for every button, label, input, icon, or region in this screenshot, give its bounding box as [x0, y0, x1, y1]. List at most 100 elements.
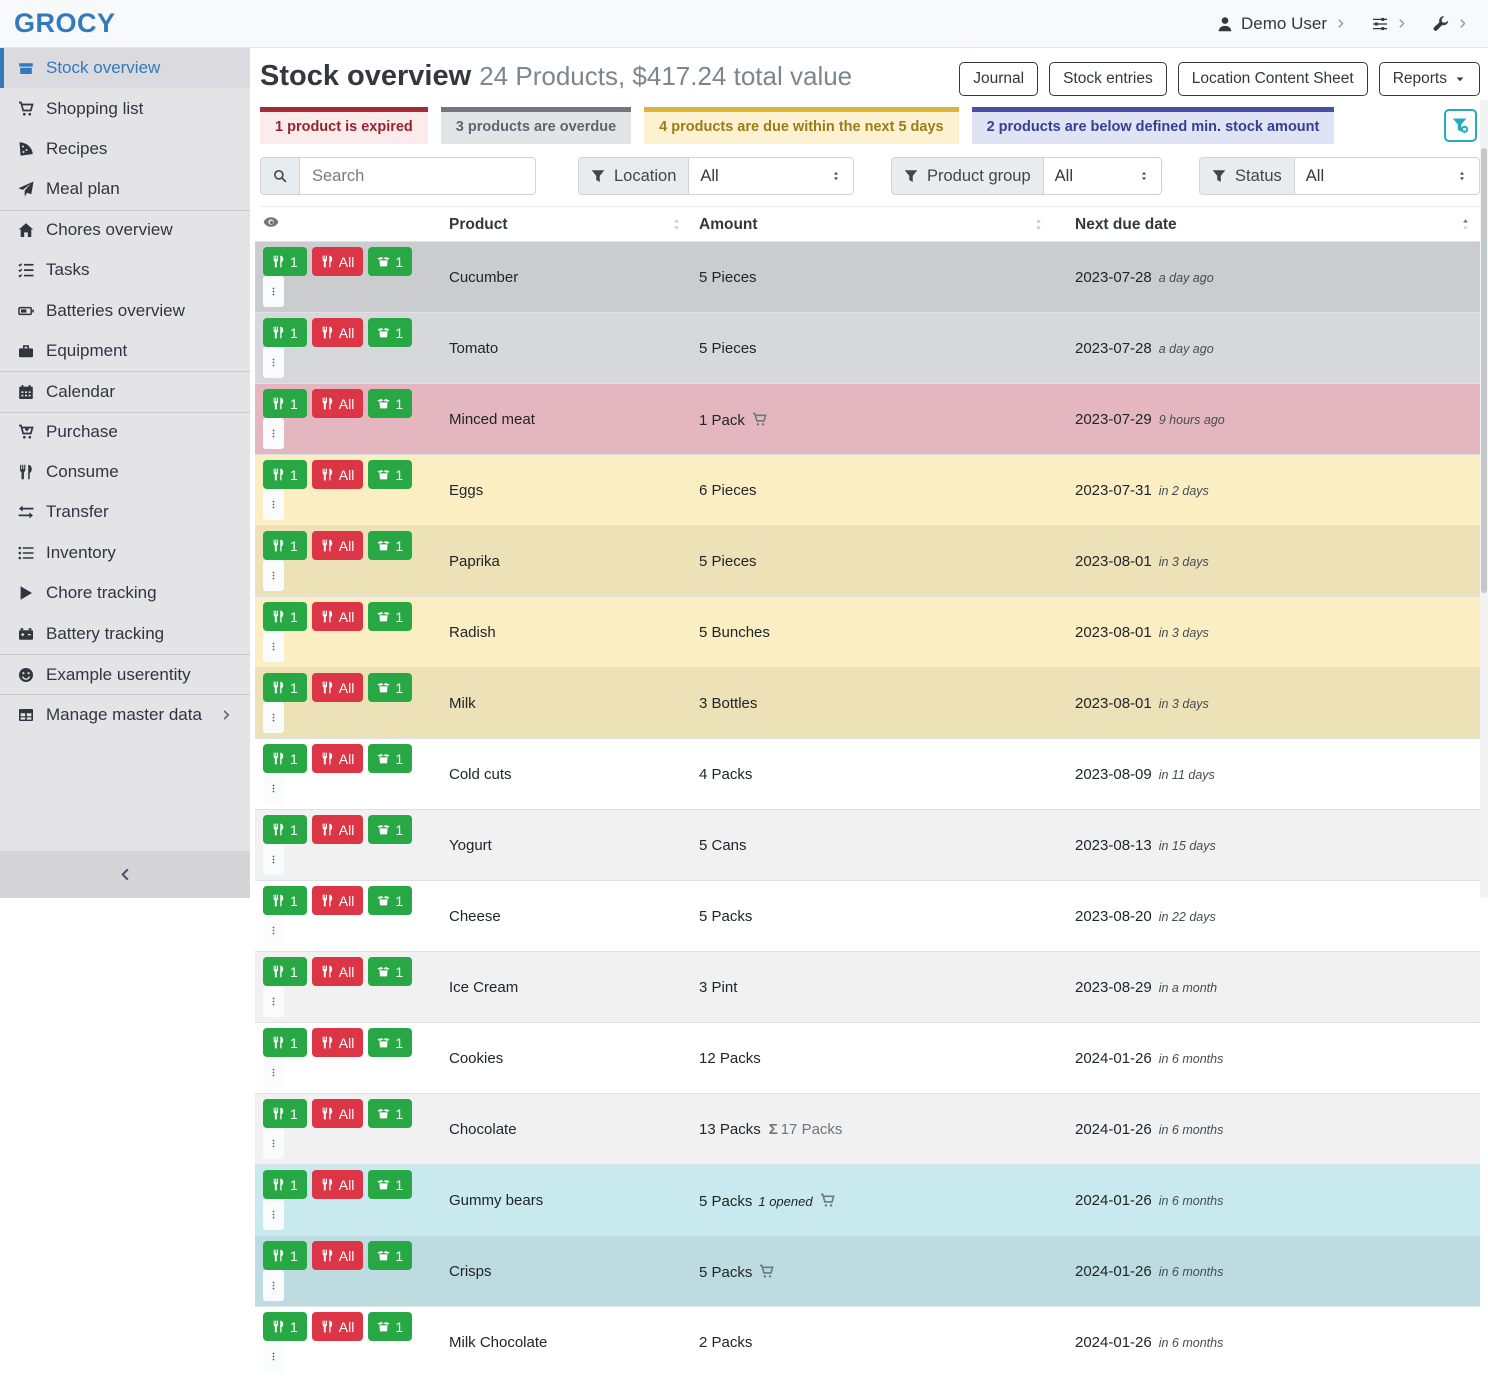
open-one-button[interactable]: 1 [368, 531, 412, 560]
sidebar-item-equipment[interactable]: Equipment [0, 331, 250, 371]
row-menu-button[interactable] [263, 631, 284, 662]
row-menu-button[interactable] [263, 418, 284, 449]
sidebar-item-calendar[interactable]: Calendar [0, 371, 250, 411]
sidebar-item-chore-tracking[interactable]: Chore tracking [0, 573, 250, 613]
open-one-button[interactable]: 1 [368, 460, 412, 489]
open-one-button[interactable]: 1 [368, 957, 412, 986]
banner-belowmin[interactable]: 2 products are below defined min. stock … [972, 107, 1335, 144]
sidebar-item-meal-plan[interactable]: Meal plan [0, 169, 250, 209]
consume-all-button[interactable]: All [312, 1312, 364, 1341]
sidebar-item-chores-overview[interactable]: Chores overview [0, 210, 250, 250]
consume-one-button[interactable]: 1 [263, 460, 307, 489]
sidebar-item-tasks[interactable]: Tasks [0, 250, 250, 290]
row-menu-button[interactable] [263, 347, 284, 378]
consume-one-button[interactable]: 1 [263, 744, 307, 773]
vertical-scrollbar[interactable] [1480, 100, 1488, 898]
settings-menu[interactable] [1372, 16, 1407, 32]
open-one-button[interactable]: 1 [368, 1241, 412, 1270]
sidebar-collapse-button[interactable] [0, 851, 250, 898]
consume-all-button[interactable]: All [312, 247, 364, 276]
banner-expired[interactable]: 1 product is expired [260, 107, 428, 144]
consume-one-button[interactable]: 1 [263, 247, 307, 276]
open-one-button[interactable]: 1 [368, 886, 412, 915]
open-one-button[interactable]: 1 [368, 744, 412, 773]
row-menu-button[interactable] [263, 773, 284, 804]
column-amount[interactable]: Amount [691, 207, 1053, 242]
row-menu-button[interactable] [263, 276, 284, 307]
consume-one-button[interactable]: 1 [263, 389, 307, 418]
sidebar-item-purchase[interactable]: Purchase [0, 412, 250, 452]
consume-all-button[interactable]: All [312, 602, 364, 631]
column-product[interactable]: Product [441, 207, 691, 242]
consume-all-button[interactable]: All [312, 318, 364, 347]
sidebar-item-consume[interactable]: Consume [0, 452, 250, 492]
consume-one-button[interactable]: 1 [263, 318, 307, 347]
sidebar-item-manage-master-data[interactable]: Manage master data [0, 694, 250, 734]
location-filter-select[interactable]: All [688, 157, 854, 195]
search-input[interactable] [299, 157, 536, 195]
column-visibility-header[interactable] [255, 207, 441, 242]
row-menu-button[interactable] [263, 1057, 284, 1088]
consume-one-button[interactable]: 1 [263, 886, 307, 915]
open-one-button[interactable]: 1 [368, 673, 412, 702]
consume-all-button[interactable]: All [312, 673, 364, 702]
open-one-button[interactable]: 1 [368, 1099, 412, 1128]
consume-one-button[interactable]: 1 [263, 815, 307, 844]
scrollbar-thumb[interactable] [1481, 148, 1487, 593]
open-one-button[interactable]: 1 [368, 815, 412, 844]
consume-one-button[interactable]: 1 [263, 1099, 307, 1128]
row-menu-button[interactable] [263, 1270, 284, 1301]
consume-one-button[interactable]: 1 [263, 1312, 307, 1341]
consume-all-button[interactable]: All [312, 1028, 364, 1057]
consume-one-button[interactable]: 1 [263, 1170, 307, 1199]
status-filter-select[interactable]: All [1294, 157, 1480, 195]
open-one-button[interactable]: 1 [368, 1312, 412, 1341]
consume-all-button[interactable]: All [312, 1170, 364, 1199]
sidebar-item-recipes[interactable]: Recipes [0, 129, 250, 169]
sidebar-item-transfer[interactable]: Transfer [0, 492, 250, 532]
consume-all-button[interactable]: All [312, 1099, 364, 1128]
row-menu-button[interactable] [263, 1199, 284, 1230]
open-one-button[interactable]: 1 [368, 1028, 412, 1057]
product-group-filter-select[interactable]: All [1043, 157, 1162, 195]
row-menu-button[interactable] [263, 489, 284, 520]
row-menu-button[interactable] [263, 1128, 284, 1159]
banner-duesoon[interactable]: 4 products are due within the next 5 day… [644, 107, 958, 144]
clear-filters-button[interactable] [1444, 109, 1477, 142]
admin-menu[interactable] [1433, 16, 1468, 32]
consume-one-button[interactable]: 1 [263, 673, 307, 702]
reports-dropdown-button[interactable]: Reports [1379, 62, 1480, 96]
sidebar-item-shopping-list[interactable]: Shopping list [0, 88, 250, 128]
location-content-sheet-button[interactable]: Location Content Sheet [1178, 62, 1368, 96]
sidebar-item-batteries-overview[interactable]: Batteries overview [0, 290, 250, 330]
row-menu-button[interactable] [263, 702, 284, 733]
stock-entries-button[interactable]: Stock entries [1049, 62, 1167, 96]
consume-one-button[interactable]: 1 [263, 1241, 307, 1270]
consume-one-button[interactable]: 1 [263, 957, 307, 986]
row-menu-button[interactable] [263, 560, 284, 591]
consume-all-button[interactable]: All [312, 815, 364, 844]
consume-all-button[interactable]: All [312, 1241, 364, 1270]
banner-overdue[interactable]: 3 products are overdue [441, 107, 631, 144]
column-next-due-date[interactable]: Next due date [1053, 207, 1480, 242]
consume-all-button[interactable]: All [312, 957, 364, 986]
consume-one-button[interactable]: 1 [263, 531, 307, 560]
app-logo[interactable]: GROCY [14, 8, 116, 39]
user-menu[interactable]: Demo User [1217, 14, 1346, 34]
open-one-button[interactable]: 1 [368, 247, 412, 276]
row-menu-button[interactable] [263, 915, 284, 946]
